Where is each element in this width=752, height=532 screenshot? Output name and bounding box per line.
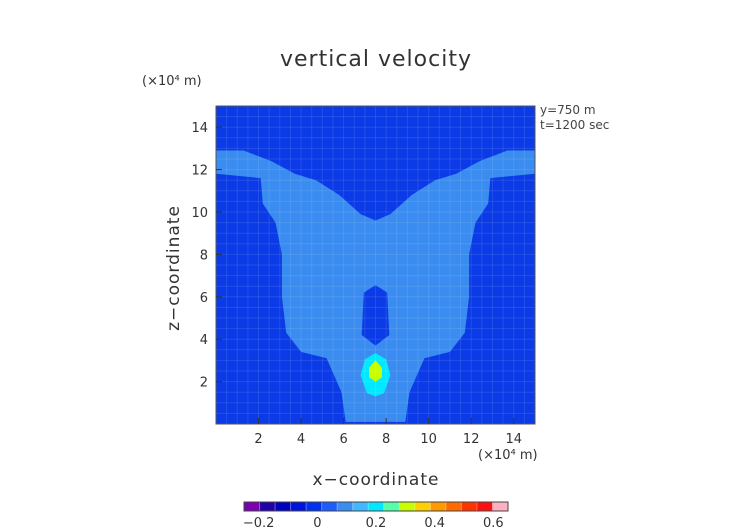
colorbar-swatch xyxy=(337,502,354,511)
y-tick-label: 6 xyxy=(200,291,208,306)
y-tick-label: 8 xyxy=(200,248,208,263)
x-axis-unit: (×10⁴ m) xyxy=(478,448,538,463)
colorbar-swatch xyxy=(368,502,385,511)
y-axis-unit: (×10⁴ m) xyxy=(142,74,202,89)
colorbar-swatch xyxy=(445,502,462,511)
colorbar-swatch xyxy=(399,502,416,511)
colorbar-tick-label: 0 xyxy=(313,516,321,531)
plot-frame xyxy=(215,105,536,425)
y-tick-label: 10 xyxy=(191,206,208,221)
colorbar-swatch xyxy=(492,502,509,511)
colorbar-swatch xyxy=(430,502,447,511)
colorbar-swatch xyxy=(306,502,322,511)
colorbar-swatch xyxy=(461,502,478,511)
colorbar-swatch xyxy=(275,502,291,511)
colorbar-swatch xyxy=(414,502,431,511)
colorbar-swatch xyxy=(383,502,400,511)
x-tick-label: 14 xyxy=(505,432,522,447)
x-tick-label: 4 xyxy=(297,432,305,447)
chart-title: vertical velocity xyxy=(279,47,472,72)
colorbar-swatch xyxy=(259,502,276,511)
colorbar-tick-label: 0.2 xyxy=(366,516,387,531)
colorbar-tick-label: 0.6 xyxy=(483,516,504,531)
contour-region-3 xyxy=(369,360,382,382)
colorbar-tick-label: −0.2 xyxy=(243,516,275,531)
colorbar-swatch xyxy=(290,502,307,511)
colorbar-tick-label: 0.4 xyxy=(424,516,445,531)
y-tick-label: 14 xyxy=(191,121,208,136)
y-tick-label: 2 xyxy=(200,376,208,391)
colorbar-swatch xyxy=(244,502,260,511)
x-tick-label: 6 xyxy=(339,432,347,447)
colorbar-swatch xyxy=(476,502,493,511)
y-tick-label: 12 xyxy=(191,164,208,179)
x-tick-label: 8 xyxy=(382,432,390,447)
x-tick-label: 10 xyxy=(420,432,437,447)
annotation-y-position: y=750 m xyxy=(540,103,596,117)
y-tick-label: 4 xyxy=(200,333,208,348)
x-tick-label: 12 xyxy=(463,432,480,447)
annotation-time: t=1200 sec xyxy=(540,118,610,132)
x-axis-label: x−coordinate xyxy=(312,470,440,490)
x-tick-label: 2 xyxy=(254,432,262,447)
colorbar-frame xyxy=(243,501,509,512)
contour-region-1 xyxy=(361,285,390,346)
colorbar-swatch xyxy=(321,502,338,511)
colorbar-swatch xyxy=(352,502,369,511)
